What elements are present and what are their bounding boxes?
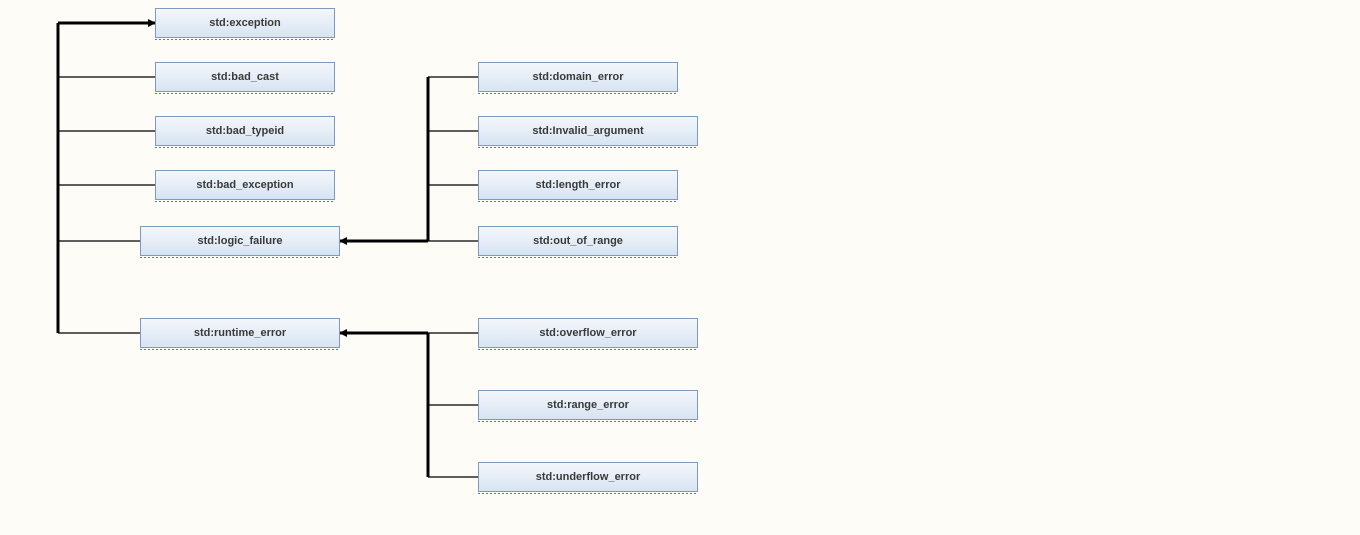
node-bad_cast: std:bad_cast [155,62,335,92]
node-label: std:range_error [547,399,629,411]
node-label: std:Invalid_argument [532,125,643,137]
node-label: std:bad_cast [211,71,279,83]
node-label: std:overflow_error [539,327,636,339]
node-domain_error: std:domain_error [478,62,678,92]
node-label: std:bad_typeid [206,125,284,137]
node-invalid_argument: std:Invalid_argument [478,116,698,146]
node-label: std:out_of_range [533,235,623,247]
node-overflow_error: std:overflow_error [478,318,698,348]
node-label: std:underflow_error [536,471,641,483]
node-length_error: std:length_error [478,170,678,200]
node-label: std:exception [209,17,281,29]
node-label: std:bad_exception [196,179,293,191]
node-label: std:domain_error [532,71,623,83]
node-logic_failure: std:logic_failure [140,226,340,256]
exception-hierarchy-diagram: std:exceptionstd:bad_caststd:bad_typeids… [0,0,1360,535]
node-exception: std:exception [155,8,335,38]
node-label: std:logic_failure [198,235,283,247]
node-label: std:length_error [536,179,621,191]
node-label: std:runtime_error [194,327,286,339]
node-range_error: std:range_error [478,390,698,420]
node-runtime_error: std:runtime_error [140,318,340,348]
node-bad_typeid: std:bad_typeid [155,116,335,146]
node-underflow_error: std:underflow_error [478,462,698,492]
node-bad_exception: std:bad_exception [155,170,335,200]
node-out_of_range: std:out_of_range [478,226,678,256]
